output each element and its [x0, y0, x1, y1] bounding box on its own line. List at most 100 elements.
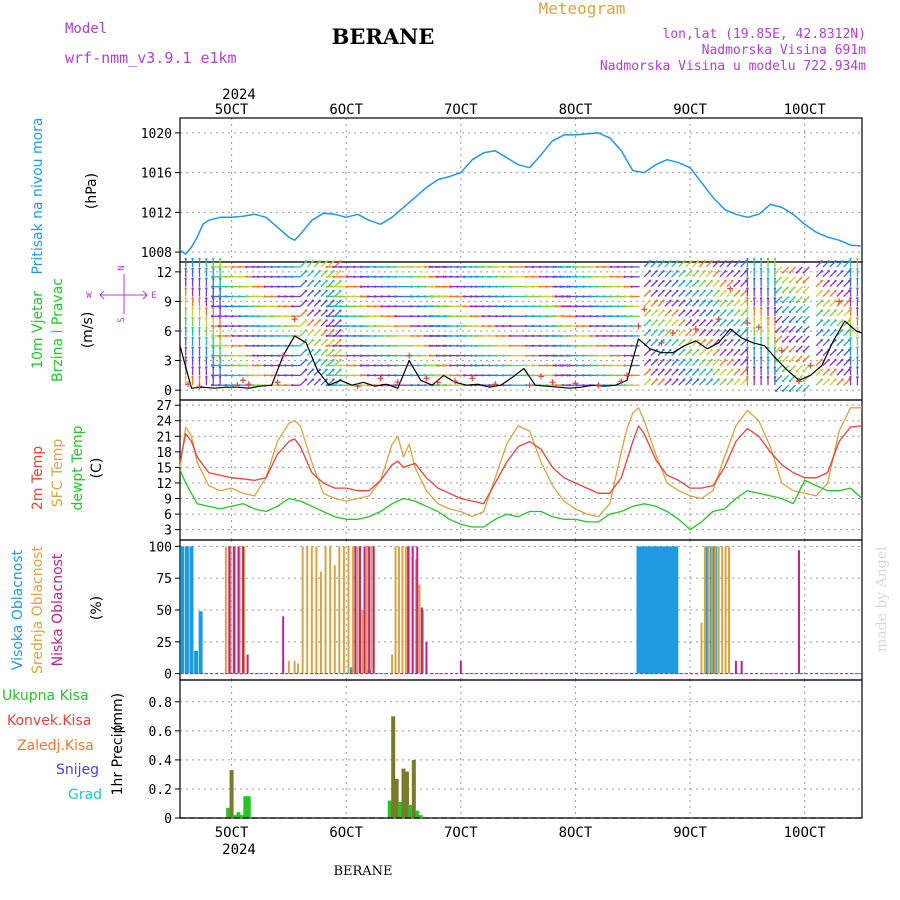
wind-arrow-head — [366, 344, 370, 347]
wind-arrow-head — [746, 277, 749, 280]
wind-arrow-head — [738, 260, 741, 263]
wind-arrow-head — [575, 315, 578, 318]
wind-arrow-head — [717, 279, 720, 283]
wind-arrow — [327, 280, 334, 288]
wind-arrow-head — [318, 309, 321, 312]
wind-arrow-head — [474, 265, 477, 269]
wind-arrow-head — [304, 269, 308, 273]
y-tick-label: 21 — [156, 430, 172, 445]
wind-arrow-head — [759, 257, 763, 261]
wind-arrow — [712, 349, 720, 357]
low-cloud-bar — [740, 660, 743, 674]
wind-arrow — [740, 379, 747, 386]
wind-arrow-head — [353, 295, 356, 298]
high-cloud-bar — [643, 546, 648, 674]
wind-arrow — [671, 290, 678, 297]
mid-cloud-bar — [421, 610, 424, 674]
wind-arrow-head — [623, 305, 626, 308]
wind-arrow-head — [676, 299, 679, 302]
wind-arrow-head — [820, 309, 823, 312]
wind-arrow-head — [435, 334, 438, 338]
wind-arrow — [327, 359, 334, 366]
wind-arrow-head — [231, 295, 234, 298]
wind-arrow-head — [245, 344, 248, 347]
wind-arrow — [775, 335, 783, 342]
wind-arrow-head — [662, 329, 665, 332]
wind-arrow — [843, 379, 850, 386]
wind-arrow — [712, 369, 720, 376]
wind-arrow-head — [827, 378, 830, 381]
wind-arrow-head — [609, 324, 613, 328]
wind-arrow — [671, 339, 678, 347]
wind-arrow-head — [359, 334, 363, 338]
wind-arrow — [733, 369, 740, 376]
wind-arrow — [712, 300, 720, 307]
wind-arrow — [705, 379, 713, 386]
wind-arrow — [733, 379, 740, 386]
wind-arrow — [740, 369, 747, 376]
wind-arrow-head — [582, 275, 585, 278]
wind-arrow-head — [387, 295, 390, 298]
wind-arrow-head — [488, 374, 491, 377]
wind-arrow-head — [710, 378, 713, 381]
wind-arrow-head — [318, 279, 321, 283]
wind-arrow-head — [373, 344, 377, 347]
wind-arrow-head — [256, 374, 260, 377]
precip-bar — [398, 802, 403, 818]
wind-arrow-head — [795, 389, 798, 393]
wind-arrow — [782, 276, 790, 283]
wind-arrow-head — [655, 338, 658, 342]
wind-arrow-head — [508, 344, 512, 347]
wind-arrow-head — [669, 378, 672, 381]
wind-arrow-head — [669, 260, 672, 263]
wind-arrow — [664, 290, 671, 297]
wind-arrow-head — [738, 378, 741, 381]
wind-arrow-head — [373, 354, 377, 357]
wind-arrow-head — [802, 320, 805, 324]
wind-arrow — [299, 339, 307, 347]
wind-arrow-head — [238, 334, 241, 338]
wind-arrow-head — [554, 344, 558, 347]
wind-arrow-head — [753, 297, 756, 300]
wind-arrow-head — [191, 346, 194, 349]
wind-arrow — [796, 374, 803, 382]
wind-arrow-head — [346, 354, 349, 357]
wind-arrow-head — [820, 368, 823, 371]
wind-arrow-head — [508, 324, 512, 328]
wind-arrow-head — [184, 336, 187, 339]
wind-arrow-head — [198, 257, 201, 261]
wind-arrow-head — [387, 324, 390, 328]
wind-arrow-head — [205, 346, 208, 349]
wind-arrow-head — [849, 346, 852, 349]
precip-bar — [394, 778, 399, 818]
bottom-day-label: 7OCT — [444, 825, 478, 841]
wind-arrow-head — [212, 277, 215, 280]
wind-arrow-head — [648, 289, 652, 293]
wind-arrow-head — [456, 334, 459, 338]
wind-arrow-head — [669, 348, 672, 352]
wind-arrow-head — [339, 285, 342, 288]
wind-arrow-head — [366, 285, 370, 288]
wind-arrow-head — [474, 295, 477, 298]
wind-arrow-head — [683, 338, 686, 342]
mid-cloud-bar — [394, 546, 397, 674]
wind-arrow — [726, 300, 733, 307]
wind-arrow-head — [359, 295, 363, 298]
wind-arrow-head — [488, 295, 491, 298]
wind-arrow-head — [795, 360, 798, 363]
wind-arrow-head — [561, 374, 565, 377]
wind-arrow-head — [849, 297, 852, 300]
wind-arrow — [664, 260, 671, 268]
wind-arrow-head — [184, 376, 187, 379]
wind-arrow-head — [753, 336, 756, 339]
wind-arrow-head — [848, 378, 851, 381]
wind-arrow-head — [380, 364, 383, 367]
wind-arrow-head — [332, 378, 335, 381]
wind-arrow-head — [655, 309, 658, 312]
wind-arrow-head — [218, 336, 222, 339]
wind-arrow-head — [848, 358, 851, 362]
wind-arrow-head — [589, 295, 592, 298]
wind-arrow — [691, 300, 699, 307]
wind-arrow — [643, 359, 651, 366]
wind-arrow-head — [291, 324, 294, 328]
